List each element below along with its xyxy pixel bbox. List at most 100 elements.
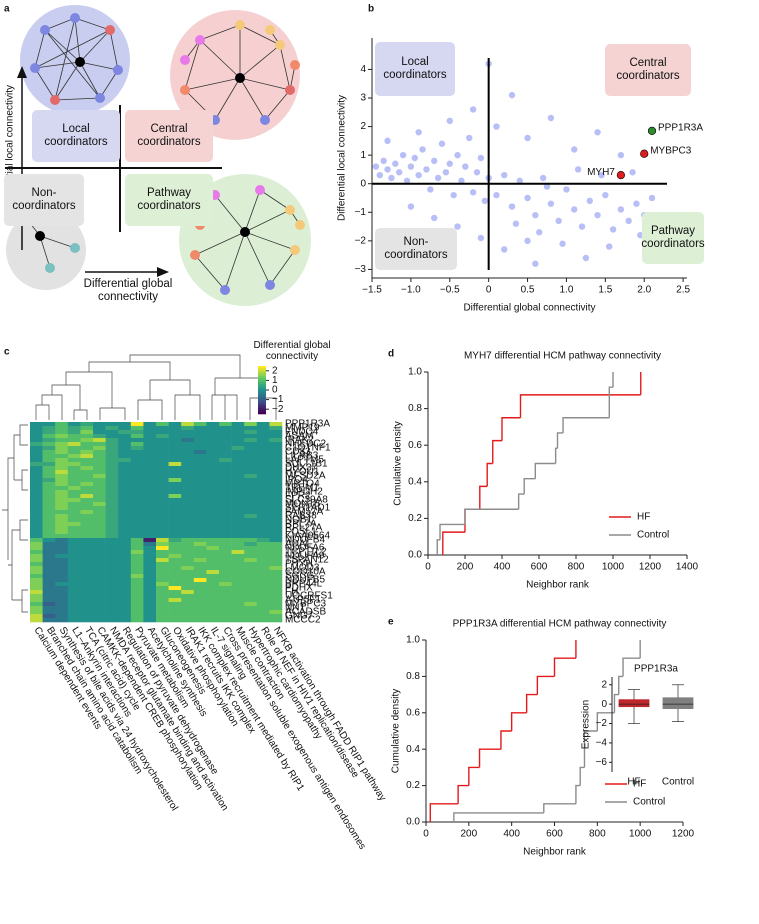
point xyxy=(392,160,399,167)
point xyxy=(493,191,500,199)
heatmap-cell xyxy=(256,574,270,579)
y-tick-label: 2 xyxy=(360,121,366,132)
heatmap-cell xyxy=(156,526,169,531)
heatmap-cell xyxy=(256,502,270,507)
heatmap-cell xyxy=(181,466,195,471)
heatmap-cell xyxy=(256,598,270,603)
panel-label: e xyxy=(388,617,394,628)
heatmap-cell xyxy=(219,434,232,439)
heatmap-cell xyxy=(244,550,258,555)
y-axis-label: Differential local connectivity xyxy=(337,95,348,221)
heatmap-cell xyxy=(67,446,81,451)
heatmap-cell xyxy=(168,578,182,583)
heatmap-cell xyxy=(156,462,169,467)
heatmap-cell xyxy=(181,610,195,615)
heatmap-cell xyxy=(105,526,119,531)
heatmap-cell xyxy=(168,546,182,551)
heatmap-cell xyxy=(67,426,81,431)
heatmap-cell xyxy=(30,554,43,559)
heatmap-cell xyxy=(168,446,182,451)
point xyxy=(563,186,570,193)
heatmap-cell xyxy=(67,574,81,579)
heatmap-cell xyxy=(105,538,119,543)
heatmap-cell xyxy=(193,530,207,535)
step xyxy=(478,748,501,768)
heatmap-cell xyxy=(244,490,258,495)
point xyxy=(415,129,422,136)
heatmap-cell xyxy=(67,554,81,559)
heatmap-cell xyxy=(55,502,69,507)
heatmap-cell xyxy=(42,606,56,611)
heatmap-cell xyxy=(130,450,144,455)
heatmap-cell xyxy=(67,594,81,599)
x-tick-label: 2.5 xyxy=(676,285,690,296)
heatmap-cell xyxy=(80,450,94,455)
point xyxy=(446,160,453,167)
heatmap-cell xyxy=(80,514,94,519)
heatmap-cell xyxy=(168,466,182,471)
heatmap-cell xyxy=(269,558,283,563)
heatmap-cell xyxy=(80,470,94,475)
point xyxy=(547,114,555,122)
heatmap-cell xyxy=(156,582,169,587)
heatmap-cell xyxy=(118,566,132,571)
heatmap-cell xyxy=(231,614,245,619)
heatmap-cell xyxy=(244,442,258,447)
heatmap-cell xyxy=(156,490,169,495)
heatmap-cell xyxy=(193,502,207,507)
heatmap-cell xyxy=(130,606,144,611)
x-tick-label: 0 xyxy=(423,829,429,840)
heatmap-cell xyxy=(93,426,106,431)
heatmap-cell xyxy=(206,546,220,551)
heatmap-cell xyxy=(231,550,245,555)
heatmap-cell xyxy=(30,434,43,439)
step xyxy=(436,539,441,555)
heatmap-cell xyxy=(181,594,195,599)
heatmap-cell xyxy=(231,554,245,559)
heatmap-cell xyxy=(244,470,258,475)
heatmap-cell xyxy=(193,518,207,523)
heatmap-cell xyxy=(219,542,232,547)
heatmap-cell xyxy=(206,530,220,535)
heatmap-cell xyxy=(93,506,106,511)
heatmap-cell xyxy=(130,462,144,467)
heatmap-cell xyxy=(256,606,270,611)
heatmap-cell xyxy=(244,618,258,623)
heatmap-cell xyxy=(168,470,182,475)
heatmap-cell xyxy=(244,466,258,471)
heatmap-cell xyxy=(42,558,56,563)
heatmap-cell xyxy=(269,550,283,555)
heatmap-cell xyxy=(42,542,56,547)
heatmap-cell xyxy=(156,522,169,527)
heatmap-cell xyxy=(181,506,195,511)
heatmap-cell xyxy=(80,502,94,507)
point xyxy=(434,174,442,182)
step xyxy=(464,508,480,533)
heatmap-cell xyxy=(105,426,119,431)
heatmap-cell xyxy=(269,422,283,427)
colorbar-title: Differential global connectivity xyxy=(253,340,330,362)
heatmap-cell xyxy=(55,542,69,547)
y-tick-label: 1 xyxy=(360,150,366,161)
heatmap-cell xyxy=(67,442,81,447)
heatmap-cell xyxy=(206,550,220,555)
heatmap-cell xyxy=(244,526,258,531)
heatmap-cell xyxy=(55,446,69,451)
heatmap-cell xyxy=(93,578,106,583)
heatmap-cell xyxy=(181,458,195,463)
heatmap-cell xyxy=(181,462,195,467)
heatmap-cell xyxy=(143,578,157,583)
heatmap-cell xyxy=(256,422,270,427)
heatmap-cell xyxy=(93,502,106,507)
heatmap-cell xyxy=(156,446,169,451)
heatmap-cell xyxy=(118,446,132,451)
heatmap-cell xyxy=(130,558,144,563)
heatmap-cell xyxy=(231,466,245,471)
heatmap-cell xyxy=(67,582,81,587)
heatmap-cell xyxy=(55,586,69,591)
heatmap-cell xyxy=(193,434,207,439)
heatmap-cell xyxy=(244,586,258,591)
heatmap-cell xyxy=(143,542,157,547)
heatmap-cell xyxy=(118,554,132,559)
heatmap-cell xyxy=(42,430,56,435)
